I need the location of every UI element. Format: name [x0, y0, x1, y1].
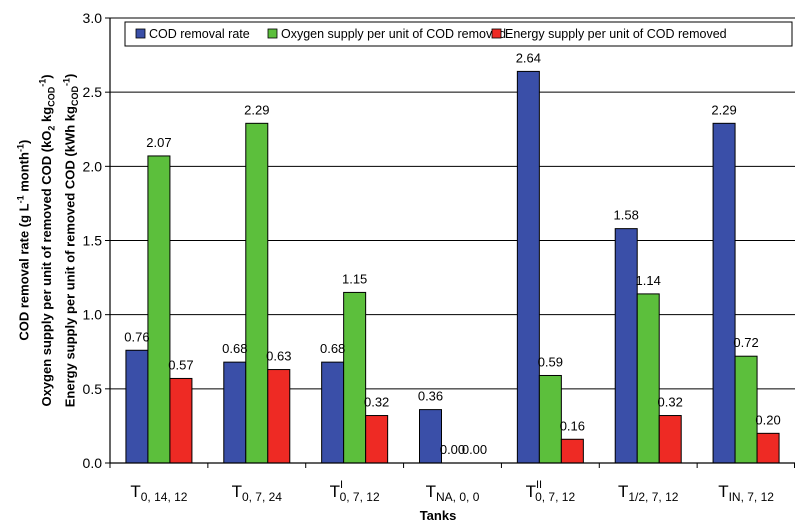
x-tick-label: TIN, 7, 12 [718, 482, 774, 504]
data-label: 0.59 [538, 354, 563, 369]
data-label: 2.29 [711, 102, 736, 117]
legend-box [124, 21, 793, 47]
legend-label: COD removal rate [149, 27, 250, 41]
x-tick-label: TI 0, 7, 12 [330, 479, 380, 504]
bar [712, 122, 736, 464]
data-label: 0.68 [320, 341, 345, 356]
x-tick-label: T1/2, 7, 12 [618, 482, 679, 504]
y-axis-title-line-1: COD removal rate (g L-1 month-1) [14, 139, 32, 341]
data-label: 2.29 [244, 102, 269, 117]
y-axis-title-line-2: Oxygen supply per unit of removed COD (k… [37, 73, 57, 407]
data-label: 2.64 [516, 50, 541, 65]
legend: COD removal rate Oxygen supply per unit o… [124, 21, 793, 47]
bar [343, 291, 367, 464]
data-label: 0.36 [418, 389, 443, 404]
x-tick-labels: T0, 14, 12 T0, 7, 24 TI 0, 7, 12 TNA, 0, 0 TI… [130, 479, 774, 504]
bar [245, 122, 269, 464]
data-label: 0.32 [658, 395, 683, 410]
bar [658, 415, 682, 464]
y-tick-label: 3.0 [83, 10, 103, 26]
gridlines [110, 17, 795, 390]
y-tick-label: 2.0 [83, 158, 103, 174]
data-labels: 0.76 0.68 0.68 0.36 2.64 1.58 2.29 2.07 2.29 1.15… [124, 50, 780, 457]
bar [223, 361, 247, 464]
bars [125, 70, 780, 464]
data-label: 0.76 [124, 329, 149, 344]
bar [516, 70, 540, 464]
bar [321, 361, 345, 464]
data-label: 0.63 [266, 349, 291, 364]
data-label: 1.58 [614, 208, 639, 223]
data-label: 0.32 [364, 395, 389, 410]
y-tick-label: 0.0 [83, 455, 103, 471]
data-label: 0.16 [560, 418, 585, 433]
legend-label: Energy supply per unit of COD removed [505, 27, 727, 41]
x-tick-label: TII 0, 7, 12 [526, 479, 576, 504]
data-label: 0.00 [462, 442, 487, 457]
x-tick-label: TNA, 0, 0 [426, 482, 480, 504]
y-tick-label: 1.5 [83, 233, 103, 249]
legend-swatch [135, 28, 146, 39]
bar [267, 369, 291, 464]
data-label: 0.72 [733, 335, 758, 350]
bar [636, 293, 660, 464]
y-tick-label: 2.5 [83, 84, 103, 100]
y-tick-labels: 0.0 0.5 1.0 1.5 2.0 2.5 3.0 [83, 10, 103, 471]
data-label: 2.07 [146, 135, 171, 150]
data-label: 1.15 [342, 271, 367, 286]
bar [614, 228, 638, 464]
bar [734, 355, 758, 464]
bar [560, 438, 584, 464]
y-tick-label: 0.5 [83, 381, 103, 397]
y-tick-label: 1.0 [83, 307, 103, 323]
axes [105, 17, 795, 468]
bar [125, 349, 149, 464]
x-tick-label: T0, 14, 12 [130, 482, 187, 504]
data-label: 1.14 [636, 273, 661, 288]
legend-swatch [491, 28, 502, 39]
bar [538, 374, 562, 464]
data-label: 0.20 [755, 412, 780, 427]
x-tick-label: T0, 7, 24 [232, 482, 283, 504]
bar [147, 155, 171, 464]
data-label: 0.57 [168, 357, 193, 372]
legend-swatch [267, 28, 278, 39]
bar [419, 409, 442, 464]
bar [169, 377, 193, 464]
y-axis-title-line-3: Energy supply per unit of removed COD (k… [61, 73, 81, 407]
legend-label: Oxygen supply per unit of COD removed [281, 27, 506, 41]
data-label: 0.68 [222, 341, 247, 356]
bar [365, 415, 389, 464]
data-label: 0.00 [440, 442, 465, 457]
x-axis-title: Tanks [420, 508, 457, 523]
bar [756, 432, 780, 464]
